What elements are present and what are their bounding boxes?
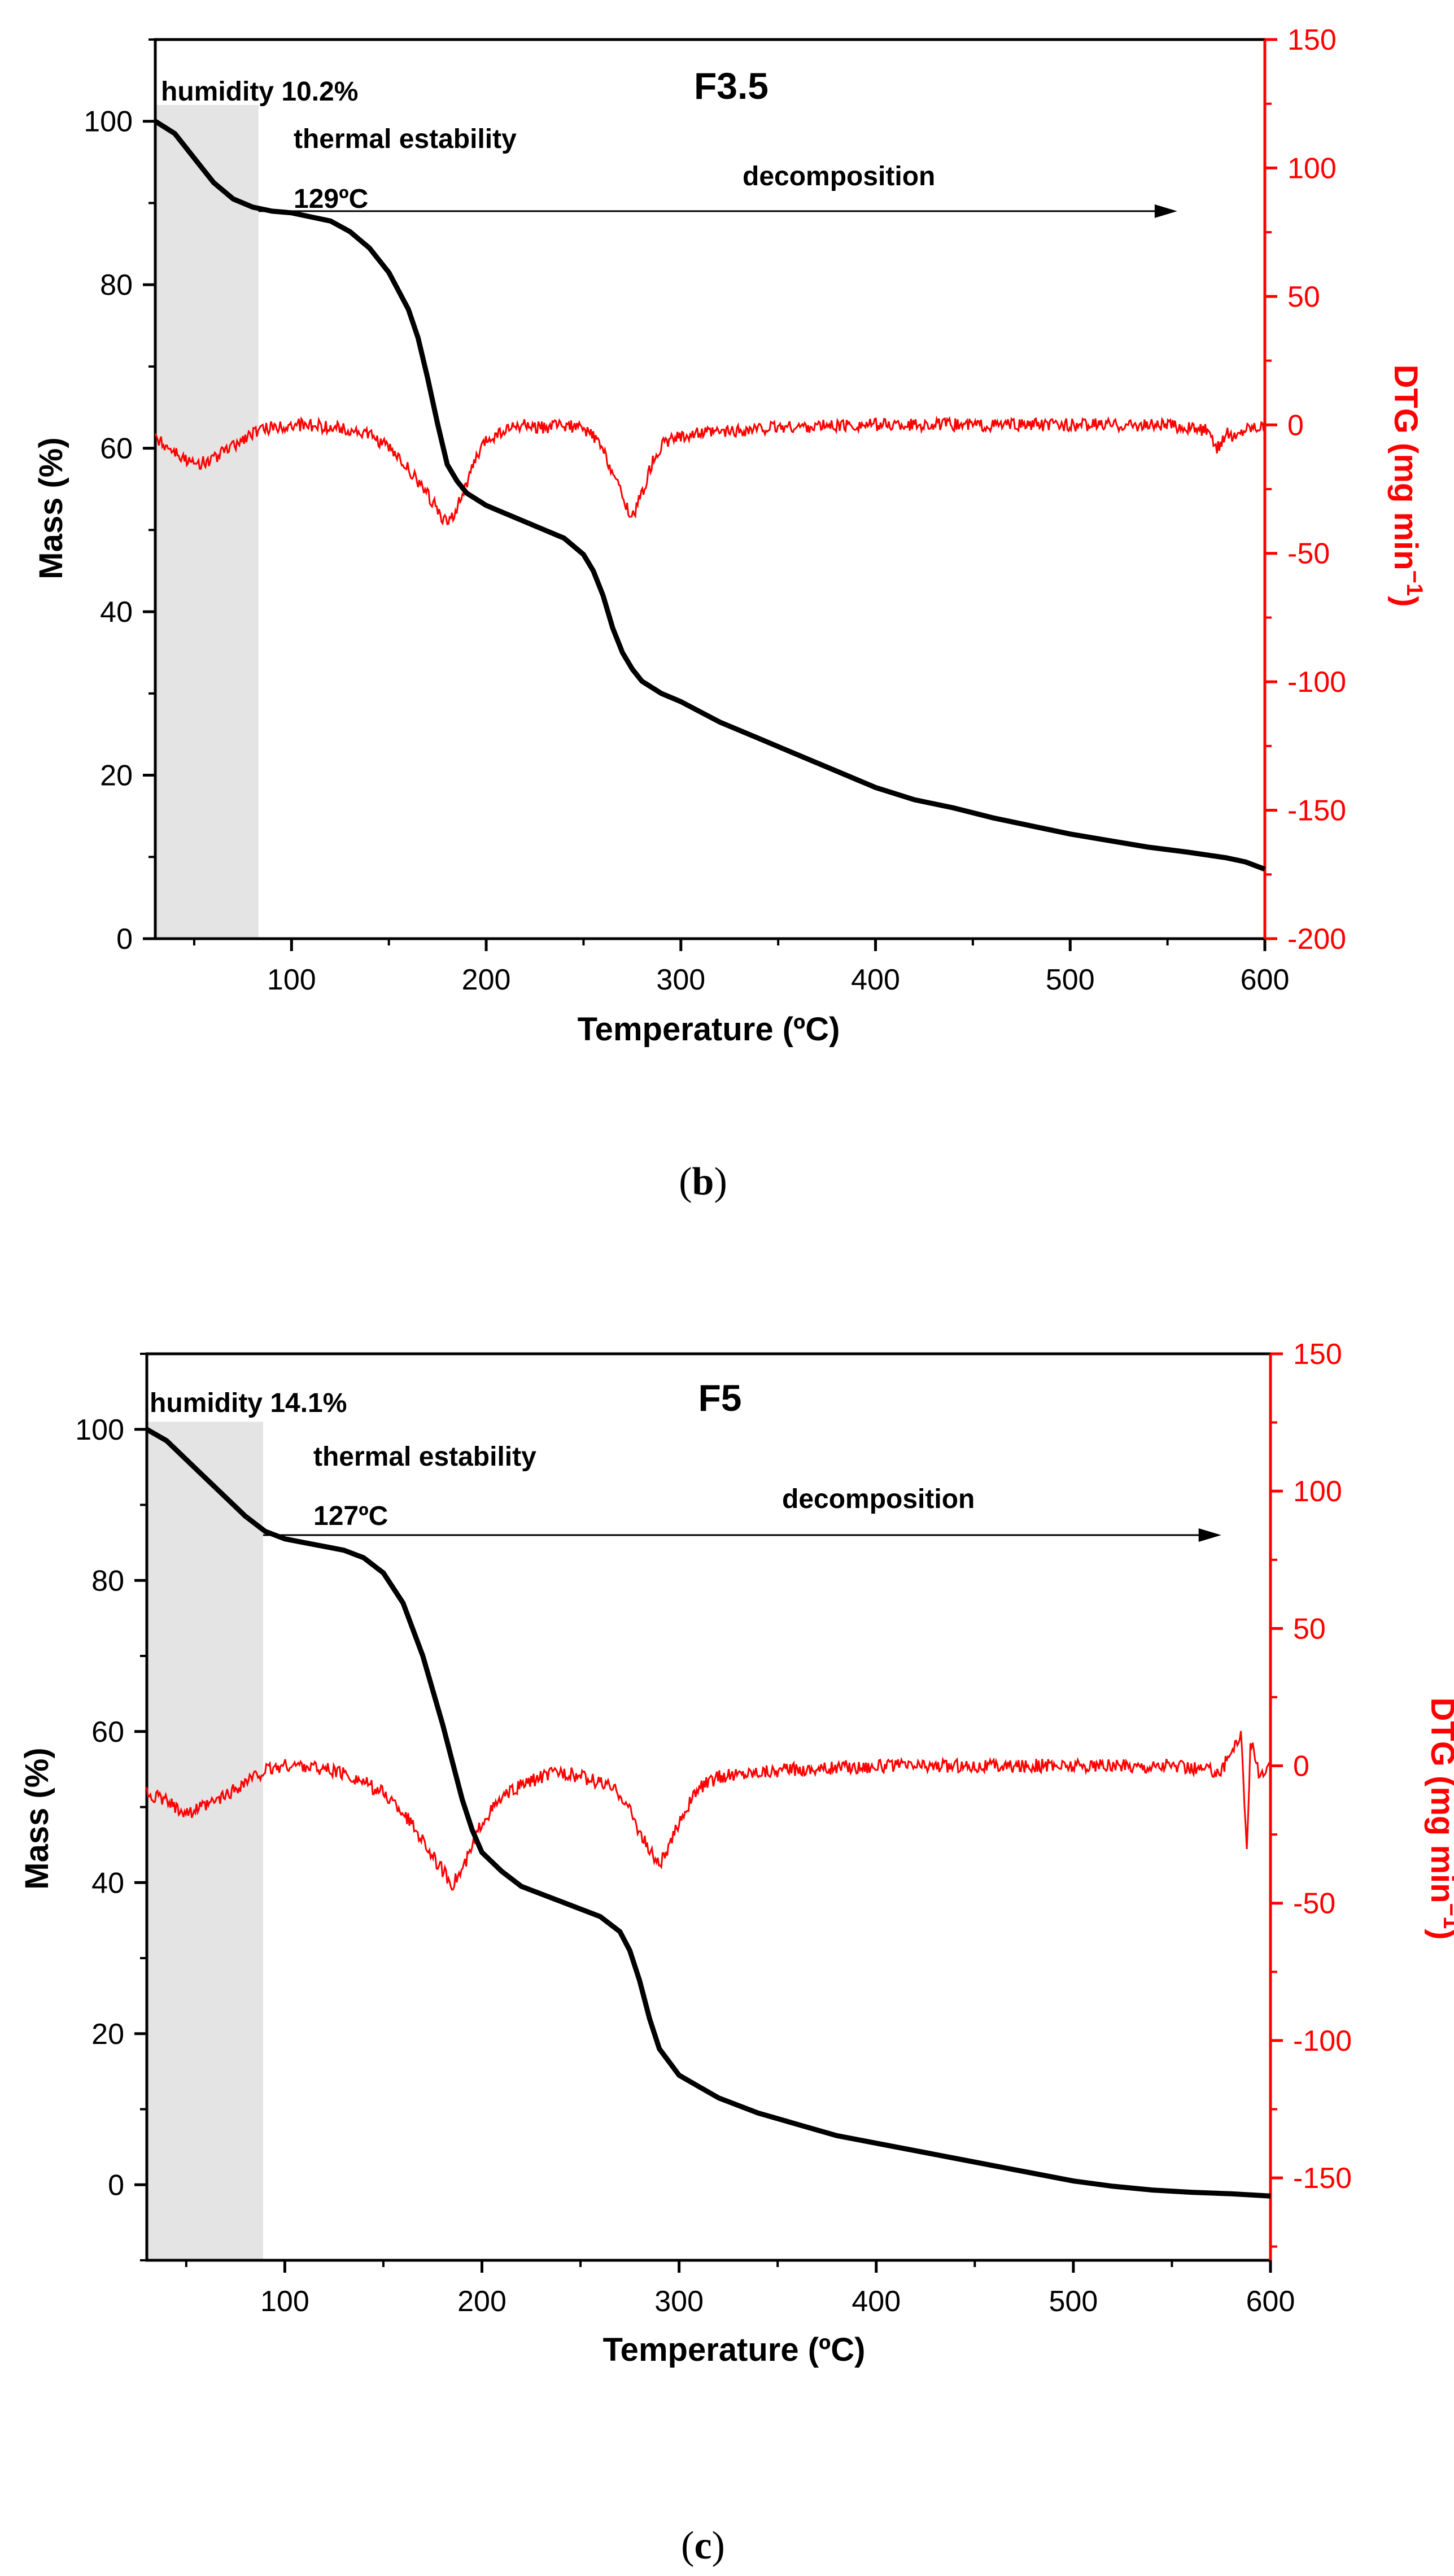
y-left-tick-label: 0: [108, 2169, 124, 2202]
humidity-shaded-region: [155, 104, 259, 939]
x-tick-label: 500: [1046, 964, 1095, 996]
y-right-tick-label: 100: [1287, 152, 1337, 185]
chart-title: F5: [698, 1377, 741, 1419]
x-tick-label: 100: [267, 964, 316, 996]
x-tick-label: 200: [462, 964, 511, 996]
y-left-tick-label: 60: [100, 433, 133, 465]
x-tick-label: 400: [852, 2285, 901, 2318]
stability-temperature-label: 129ºC: [294, 184, 368, 214]
decomposition-label: decomposition: [743, 162, 935, 191]
y-right-tick-label: 50: [1287, 281, 1320, 313]
y-left-axis-label: Mass (%): [19, 1747, 55, 1889]
y-left-ticks: 0 20 40 60 80 100: [75, 1353, 147, 2261]
chart-title: F3.5: [694, 65, 769, 107]
plot-frame: [145, 1352, 1272, 2262]
y-left-tick-label: 40: [91, 1867, 124, 1899]
y-right-tick-label: -100: [1293, 2025, 1352, 2058]
y-right-ticks: -200 -150 -100 -50 0 50 100 150: [1265, 24, 1346, 956]
y-right-axis-label-exponent: −1: [1439, 1903, 1454, 1929]
x-tick-label: 100: [260, 2285, 309, 2318]
y-right-tick-label: -100: [1287, 666, 1346, 699]
panel-caption-letter: b: [692, 1160, 714, 1204]
x-ticks: 100 200 300 400 500 600: [185, 2260, 1295, 2318]
x-axis-label: Temperature (ºC): [578, 1011, 840, 1048]
y-left-tick-label: 40: [100, 596, 133, 629]
plot-frame: [154, 38, 1267, 940]
x-tick-label: 200: [457, 2285, 507, 2318]
y-right-tick-label: -50: [1287, 538, 1330, 570]
y-left-tick-label: 80: [100, 269, 133, 302]
panel-caption-letter: c: [694, 2524, 711, 2568]
y-right-tick-label: -50: [1293, 1888, 1335, 1920]
y-right-tick-label: 50: [1293, 1612, 1326, 1645]
thermal-stability-label: thermal estability: [313, 1442, 536, 1472]
y-right-tick-label: 100: [1293, 1475, 1342, 1508]
y-right-axis-label-text: DTG (mg min: [1424, 1697, 1454, 1903]
y-right-axis-label-close: ): [1424, 1929, 1454, 1939]
dtg-series-line: [154, 415, 1265, 526]
decomposition-label: decomposition: [782, 1484, 975, 1514]
y-right-tick-label: 0: [1287, 409, 1304, 442]
thermal-stability-label: thermal estability: [294, 124, 517, 154]
x-ticks: 100 200 300 400 500 600: [193, 939, 1290, 996]
panel-caption: (c): [681, 2524, 725, 2568]
decomposition-arrowhead: [1198, 1528, 1221, 1542]
y-left-axis-label: Mass (%): [33, 437, 69, 579]
y-left-tick-label: 20: [91, 2018, 124, 2051]
mass-series-line: [154, 119, 1266, 872]
y-right-axis-label: DTG (mg min−1): [1424, 1697, 1454, 1939]
y-right-tick-label: -150: [1293, 2162, 1352, 2195]
humidity-label: humidity 10.2%: [161, 77, 358, 107]
mass-series-line: [145, 1427, 1271, 2199]
y-right-axis-label-text: DTG (mg min: [1387, 364, 1424, 570]
x-tick-label: 400: [851, 964, 900, 996]
panel-caption: (b): [679, 1160, 727, 1204]
humidity-label: humidity 14.1%: [150, 1388, 347, 1418]
humidity-shaded-region: [147, 1422, 263, 2260]
y-left-tick-label: 60: [91, 1716, 124, 1749]
y-left-tick-label: 80: [91, 1564, 124, 1597]
decomposition-arrowhead: [1154, 204, 1177, 218]
stability-temperature-label: 127ºC: [313, 1501, 388, 1531]
y-right-tick-label: -200: [1287, 923, 1346, 956]
y-left-tick-label: 0: [116, 923, 133, 956]
y-right-tick-label: 150: [1293, 1338, 1342, 1371]
y-right-tick-label: 150: [1287, 24, 1337, 56]
y-right-tick-label: 0: [1293, 1750, 1309, 1783]
y-right-ticks: -150 -100 -50 0 50 100 150: [1270, 1338, 1352, 2248]
y-left-tick-label: 100: [75, 1414, 124, 1446]
y-left-ticks: 0 20 40 60 80 100: [84, 38, 155, 956]
y-left-tick-label: 100: [84, 106, 133, 138]
x-tick-label: 500: [1049, 2285, 1098, 2318]
x-tick-label: 600: [1246, 2285, 1295, 2318]
y-right-axis-label: DTG (mg min−1): [1387, 364, 1427, 607]
y-left-tick-label: 20: [100, 760, 133, 792]
y-right-axis-label-exponent: −1: [1402, 570, 1427, 596]
x-tick-label: 600: [1241, 964, 1290, 996]
y-right-tick-label: -150: [1287, 795, 1346, 827]
dtg-series-line: [146, 1731, 1270, 1891]
x-axis-label: Temperature (ºC): [603, 2331, 866, 2368]
x-tick-label: 300: [656, 964, 705, 996]
x-tick-label: 300: [654, 2285, 704, 2318]
y-right-axis-label-close: ): [1387, 596, 1424, 607]
